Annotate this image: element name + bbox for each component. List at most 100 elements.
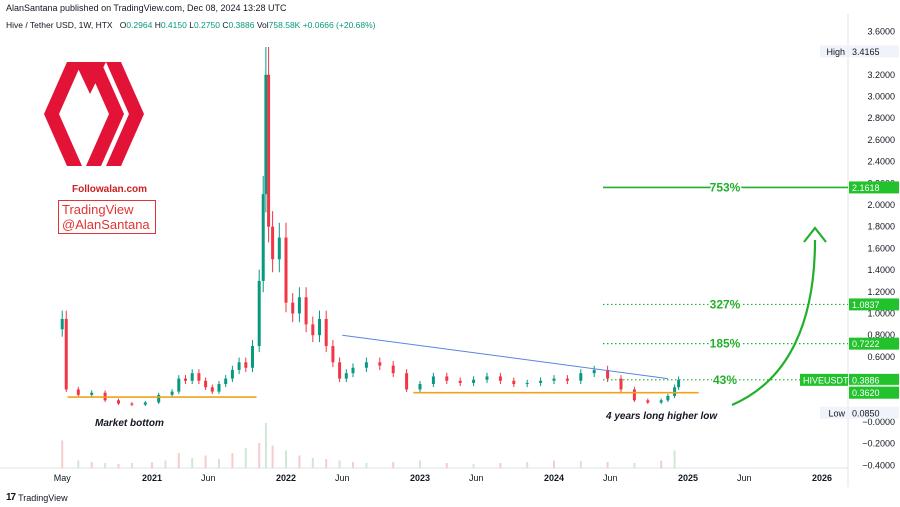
volume-bar	[218, 459, 220, 468]
volume-bar	[579, 461, 582, 468]
time-tick-label: 2026	[812, 473, 832, 483]
candle-body	[552, 378, 556, 381]
volume-bar	[244, 448, 247, 468]
candle-body	[230, 369, 234, 379]
candle-body	[267, 74, 271, 227]
volume-bar	[325, 459, 328, 468]
time-tick-label: 2024	[544, 473, 564, 483]
low-value: 0.2750	[193, 20, 220, 30]
candle-body	[525, 382, 529, 385]
target-label: 185%	[710, 337, 741, 351]
price-marker-bg	[849, 373, 899, 386]
candle-body	[170, 391, 174, 395]
price-tick-label: 3.6000	[867, 26, 895, 36]
price-tick-label: 1.6000	[867, 243, 895, 253]
volume-bar	[61, 440, 64, 468]
watermark-line2: @AlanSantana	[62, 217, 150, 232]
price-marker-value: 1.0837	[852, 300, 880, 310]
candle-body	[619, 378, 623, 390]
watermark-line1: TradingView	[62, 202, 134, 217]
volume-bar	[231, 453, 234, 468]
higher-low-caption: 4 years long higher low	[606, 411, 718, 422]
candle-body	[117, 400, 120, 404]
price-marker-value: 0.3620	[852, 388, 880, 398]
candle-body	[472, 379, 476, 383]
price-marker-bg	[849, 45, 899, 58]
price-marker-value: 3.4165	[852, 47, 880, 57]
candle-body	[351, 367, 355, 374]
price-axis[interactable]: 3.60003.20003.00002.80002.60002.40002.20…	[862, 26, 895, 470]
candle-body	[539, 380, 543, 383]
time-tick-label: Jun	[469, 473, 484, 483]
price-tick-label: 2.6000	[867, 135, 895, 145]
price-marker-bg	[849, 337, 899, 350]
tradingview-footer[interactable]: 17 TradingView	[6, 492, 68, 503]
candle-body	[184, 378, 187, 381]
candle-body	[264, 74, 268, 195]
volume-bar	[151, 462, 153, 468]
change-value: +0.0666 (+20.68%)	[302, 20, 376, 30]
candle-body	[659, 400, 663, 403]
price-marker-bg	[849, 181, 899, 194]
price-tick-label: −0.2000	[862, 439, 895, 449]
price-tick-label: 1.8000	[867, 222, 895, 232]
time-tick-label: Jun	[201, 473, 216, 483]
price-marker-label: HIVEUSDT	[803, 375, 849, 385]
volume-bar	[264, 423, 267, 468]
candle-body	[261, 194, 265, 281]
drawings: 753% 327% 185% 43%	[67, 179, 848, 398]
candle-body	[458, 380, 462, 383]
candle-body	[257, 280, 261, 347]
watermark-site: Followalan.com	[72, 184, 148, 195]
candle-body	[130, 403, 134, 405]
candle-body	[60, 318, 64, 330]
price-tick-label: 3.0000	[867, 92, 895, 102]
price-tick-label: 1.4000	[867, 265, 895, 275]
candle-body	[311, 324, 315, 336]
volume-bar	[177, 453, 180, 468]
low-label: L	[189, 20, 194, 30]
open-value: 0.2964	[126, 20, 153, 30]
price-tick-label: 1.0000	[867, 309, 895, 319]
market-bottom-caption: Market bottom	[95, 418, 164, 429]
volume-bar	[673, 450, 676, 468]
candle-body	[324, 318, 328, 347]
price-marker-bg	[849, 386, 899, 399]
symbol-legend: Hive / Tether USD, 1W, HTX O0.2964 H0.41…	[6, 20, 376, 30]
candle-body	[606, 369, 610, 379]
price-marker-bg	[849, 406, 899, 419]
candle-body	[364, 362, 368, 368]
symbol-description[interactable]: Hive / Tether USD, 1W, HTX	[6, 20, 113, 30]
volume-bar	[606, 462, 609, 468]
candle-body	[237, 362, 241, 370]
candle-body	[344, 373, 348, 379]
watermark-box: TradingView @AlanSantana	[58, 200, 156, 234]
price-marker-label: Low	[828, 408, 845, 418]
candle-body	[318, 318, 321, 336]
candle-body	[666, 395, 670, 401]
price-tick-label: −0.0000	[862, 417, 895, 427]
candle-body	[204, 380, 208, 388]
time-tick-label: 2023	[410, 473, 430, 483]
time-axis[interactable]: May 2021 Jun 2022 Jun 2023 Jun 2024 Jun 2025 Jun 20…	[54, 473, 832, 483]
volume-label: Vol	[256, 20, 269, 30]
candle-body	[291, 302, 295, 314]
time-tick-label: 2021	[142, 473, 162, 483]
volume-bar	[499, 463, 502, 468]
candle-body	[90, 392, 94, 395]
volume-bar	[258, 443, 261, 468]
candle-body	[157, 394, 161, 403]
price-tick-label: 3.2000	[867, 70, 895, 80]
candle-body	[217, 384, 221, 392]
volume-bars	[61, 423, 676, 468]
volume-bar	[338, 460, 341, 468]
candle-body	[277, 237, 281, 260]
candle-body	[418, 384, 422, 390]
price-tick-label: −0.4000	[862, 460, 895, 470]
candle-body	[251, 346, 254, 368]
time-tick-label: May	[54, 473, 72, 483]
price-tick-label: 2.4000	[867, 157, 895, 167]
candle-body	[190, 373, 194, 381]
volume-bar	[365, 463, 368, 468]
